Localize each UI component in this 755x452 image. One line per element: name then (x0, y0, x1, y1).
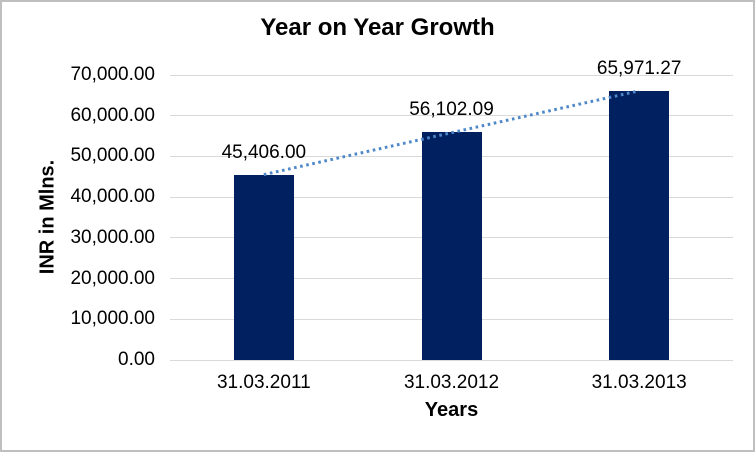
y-axis-title: INR in Mlns. (36, 159, 59, 275)
y-tick-label: 0.00 (118, 349, 155, 370)
y-tick-label: 10,000.00 (70, 308, 155, 330)
y-tick-label: 20,000.00 (70, 267, 155, 289)
x-axis-title: Years (424, 399, 479, 421)
y-tick-label: 40,000.00 (70, 186, 155, 208)
data-label: 65,971.27 (596, 58, 682, 80)
y-tick-label: 60,000.00 (70, 104, 155, 126)
x-tick-label: 31.03.2013 (591, 372, 687, 393)
grid-line (170, 74, 733, 76)
grid-line (170, 359, 733, 361)
bar (421, 131, 482, 360)
trendline (263, 89, 640, 177)
chart-title: Year on Year Growth (260, 14, 495, 41)
data-label: 45,406.00 (221, 142, 307, 164)
grid-line (170, 115, 733, 117)
bar (609, 91, 670, 360)
plot-area (170, 74, 733, 361)
x-tick-label: 31.03.2011 (216, 372, 311, 393)
bar (233, 175, 294, 360)
y-tick-label: 50,000.00 (70, 145, 155, 167)
data-label: 56,102.09 (409, 98, 494, 120)
y-tick-label: 30,000.00 (70, 226, 155, 248)
x-tick-label: 31.03.2012 (403, 372, 500, 393)
y-tick-label: 70,000.00 (70, 64, 155, 85)
